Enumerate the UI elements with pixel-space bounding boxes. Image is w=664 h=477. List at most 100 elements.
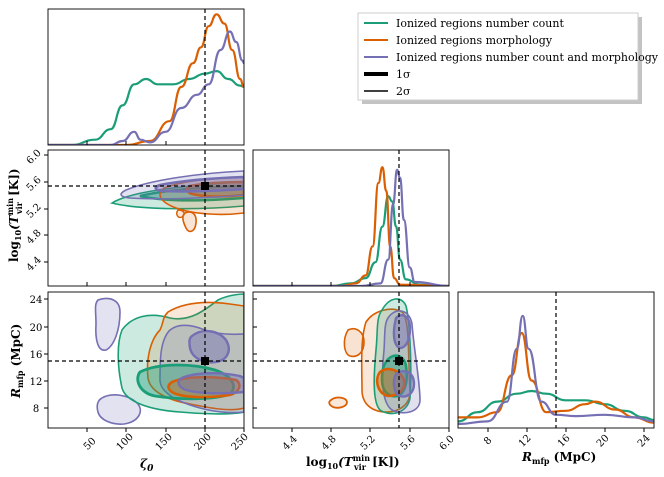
rmfp-x-tick-5: 24 xyxy=(636,428,653,450)
svg-text:16: 16 xyxy=(30,350,43,361)
contour-tz-count-2sigma xyxy=(109,181,244,210)
panel-rmfp-marginal-frame xyxy=(457,291,655,429)
contour-rt-morph-2sigma-island-a xyxy=(343,327,365,358)
legend-entry-2sigma: 2σ xyxy=(364,85,411,98)
svg-text:6.0: 6.0 xyxy=(438,434,457,453)
rmfp-x-tick-3: 16 xyxy=(556,428,573,450)
marginal-zeta-combined xyxy=(48,30,244,145)
contour-rz-combined-2sigma-island-left xyxy=(94,297,121,351)
contour-tz-morph-2sigma-island xyxy=(181,211,197,233)
svg-text:5.6: 5.6 xyxy=(399,434,418,453)
contour-rt-morph-2sigma-island-b xyxy=(328,396,348,409)
svg-text:5.6: 5.6 xyxy=(25,175,44,194)
truth-marker-tz xyxy=(201,182,209,190)
tvir-y-tick-5: 4.4 xyxy=(25,255,48,274)
legend-box xyxy=(357,12,639,101)
panel-tvir-marginal-bg xyxy=(253,150,449,286)
legend-label-2sigma: 2σ xyxy=(396,85,411,98)
rmfp-y-axis-label: Rmfp (MpC) xyxy=(9,324,25,399)
zeta-x-tick-5: 250 xyxy=(230,428,251,453)
tvir-y-tick-1: 6.0 xyxy=(25,148,48,167)
svg-text:5.2: 5.2 xyxy=(25,202,44,221)
rmfp-x-tick-4: 20 xyxy=(595,428,612,450)
tvir-y-tick-3: 5.2 xyxy=(25,202,48,221)
zeta-x-tick-2: 100 xyxy=(115,428,136,453)
zeta-x-axis-label: ζ0 xyxy=(140,457,154,474)
panel-tvir-vs-zeta-frame xyxy=(47,149,245,287)
panel-tvir-vs-zeta xyxy=(47,149,245,287)
svg-text:50: 50 xyxy=(82,436,99,453)
svg-text:12: 12 xyxy=(517,433,534,450)
tvir-x-tick-3: 5.2 xyxy=(359,428,378,453)
tvir-x-tick-4: 5.6 xyxy=(399,428,418,453)
contour-tz-morph-2sigma-island2 xyxy=(176,209,185,219)
contour-tz-combined-1sigma xyxy=(154,175,244,193)
svg-text:150: 150 xyxy=(154,432,175,453)
svg-text:20: 20 xyxy=(595,433,612,450)
zeta-x-tick-1: 50 xyxy=(82,428,99,453)
marginal-zeta-number-count xyxy=(48,69,244,145)
panel-zeta-marginal xyxy=(47,8,245,146)
legend-entry-combined: Ionized regions number count and morphol… xyxy=(364,51,659,64)
rmfp-y-tick-2: 20 xyxy=(30,323,48,334)
panel-rmfp-vs-tvir-bg xyxy=(253,292,449,428)
svg-text:8: 8 xyxy=(33,404,39,415)
tvir-y-tick-2: 5.6 xyxy=(25,175,48,194)
contour-rz-combined-2sigma xyxy=(159,324,244,414)
svg-text:6.0: 6.0 xyxy=(25,148,44,167)
svg-text:200: 200 xyxy=(193,432,214,453)
panel-tvir-marginal xyxy=(252,149,450,287)
panel-rmfp-marginal xyxy=(457,291,655,429)
tvir-x-tick-2: 4.8 xyxy=(320,428,339,453)
panel-rmfp-vs-tvir xyxy=(252,291,450,429)
marginal-tvir-morphology xyxy=(253,166,449,286)
legend-entry-1sigma: 1σ xyxy=(364,68,411,81)
legend: Ionized regions number count Ionized reg… xyxy=(357,12,659,104)
zeta-x-tick-3: 150 xyxy=(154,428,175,453)
rmfp-x-tick-2: 12 xyxy=(517,428,534,450)
tvir-y-tick-4: 4.8 xyxy=(25,228,48,247)
marginal-tvir-combined xyxy=(253,168,449,286)
svg-text:5.2: 5.2 xyxy=(359,434,378,453)
rmfp-y-tick-3: 16 xyxy=(30,350,48,361)
svg-text:4.8: 4.8 xyxy=(25,228,44,247)
svg-text:250: 250 xyxy=(230,432,251,453)
marginal-zeta-morphology xyxy=(48,13,244,145)
zeta-x-tick-4: 200 xyxy=(193,428,214,453)
svg-text:8: 8 xyxy=(482,435,494,447)
axis-labels: ζ0 log10(Tmin vir [K]) log10(Tminvir [K])… xyxy=(5,168,596,474)
contour-rz-combined-1sigma-upper xyxy=(188,329,230,364)
truth-marker-rt xyxy=(395,357,403,365)
tvir-y-axis-label: log10(Tminvir [K]) xyxy=(5,168,24,262)
svg-text:100: 100 xyxy=(115,432,136,453)
svg-text:4.4: 4.4 xyxy=(281,434,300,453)
contour-rt-morph-1sigma xyxy=(375,367,406,398)
legend-entry-number-count: Ionized regions number count xyxy=(364,17,564,30)
tvir-x-tick-1: 4.4 xyxy=(281,428,300,453)
svg-text:12: 12 xyxy=(30,377,43,388)
legend-label-1sigma: 1σ xyxy=(396,68,411,81)
panel-tvir-vs-zeta-bg xyxy=(48,150,244,286)
panel-rmfp-vs-zeta-bg xyxy=(48,292,244,428)
legend-entry-morphology: Ionized regions morphology xyxy=(364,34,553,47)
svg-text:4.4: 4.4 xyxy=(25,255,44,274)
rmfp-y-tick-4: 12 xyxy=(30,377,48,388)
panel-tvir-marginal-frame xyxy=(252,149,450,287)
svg-text:24: 24 xyxy=(636,433,653,450)
legend-label-morphology: Ionized regions morphology xyxy=(396,34,553,47)
rmfp-y-tick-1: 24 xyxy=(30,295,48,306)
panel-zeta-marginal-bg xyxy=(48,9,244,145)
rmfp-x-axis-label: Rmfp (MpC) xyxy=(521,450,596,466)
panel-rmfp-vs-zeta-frame xyxy=(47,291,245,429)
legend-label-number-count: Ionized regions number count xyxy=(396,17,564,30)
tvir-x-tick-5: 6.0 xyxy=(438,428,457,453)
svg-text:20: 20 xyxy=(30,323,43,334)
tvir-x-axis-label: log10(Tmin vir [K]) xyxy=(306,453,400,472)
rmfp-y-tick-5: 8 xyxy=(33,404,48,415)
panel-zeta-marginal-frame xyxy=(47,8,245,146)
legend-label-combined: Ionized regions number count and morphol… xyxy=(396,51,659,64)
svg-text:4.8: 4.8 xyxy=(320,434,339,453)
svg-text:16: 16 xyxy=(556,433,573,450)
truth-marker-rz xyxy=(201,357,209,365)
